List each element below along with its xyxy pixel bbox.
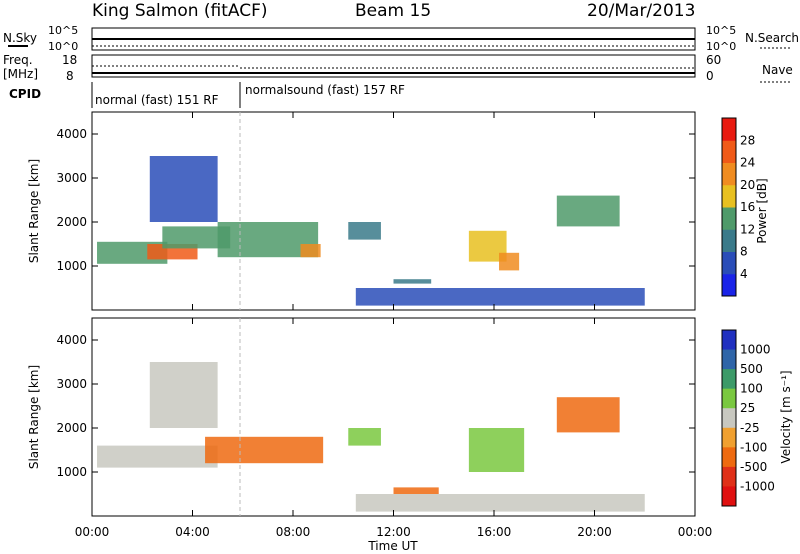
velocity-colorbar-swatch xyxy=(722,447,736,468)
velocity-colorbar-frame xyxy=(721,329,737,507)
power-data-region xyxy=(556,195,620,227)
power-colorbar-swatch xyxy=(722,184,736,208)
xtick-label: 12:00 xyxy=(376,525,411,539)
power-colorbar-tick: 16 xyxy=(740,200,755,214)
velocity-ytick-label: 2000 xyxy=(56,421,87,435)
power-ytick-label: 2000 xyxy=(56,215,87,229)
power-colorbar-tick: 4 xyxy=(740,267,748,281)
velocity-colorbar-tick: 1000 xyxy=(740,343,771,357)
power-colorbar-frame xyxy=(721,117,737,297)
velocity-colorbar-swatch xyxy=(722,349,736,370)
power-data-region xyxy=(393,279,432,284)
cpid-segment-1: normal (fast) 151 RF xyxy=(95,93,219,107)
power-ytick-label: 1000 xyxy=(56,259,87,273)
power-data-region xyxy=(149,156,218,222)
nsky-tick-bottom: 10^0 xyxy=(48,40,78,53)
power-colorbar-swatch xyxy=(722,140,736,163)
power-data-region xyxy=(499,252,520,271)
power-colorbar-swatch xyxy=(722,162,736,186)
power-colorbar-tick: 20 xyxy=(740,178,755,192)
nsky-tick-top: 10^5 xyxy=(48,24,78,37)
power-data-region xyxy=(300,244,321,258)
nsearch-tick-bottom: 10^0 xyxy=(706,40,736,53)
freq-label: Freq. xyxy=(3,53,33,67)
power-colorbar-tick: 28 xyxy=(740,133,755,147)
velocity-colorbar-label: Velocity [m s⁻¹] xyxy=(779,370,793,463)
velocity-data-region xyxy=(556,397,620,433)
xtick-label: 00:00 xyxy=(75,525,110,539)
velocity-ytick-label: 4000 xyxy=(56,333,87,347)
power-colorbar-swatch xyxy=(722,229,736,252)
power-colorbar-tick: 12 xyxy=(740,222,755,236)
freq-tick-bottom: 8 xyxy=(66,69,74,83)
cpid-label: CPID xyxy=(9,87,41,101)
nave-tick-top: 60 xyxy=(706,53,721,67)
power-ylabel: Slant Range [km] xyxy=(27,159,41,263)
velocity-colorbar-tick: 500 xyxy=(740,362,763,376)
velocity-data-region xyxy=(355,494,645,512)
xtick-label: 16:00 xyxy=(477,525,512,539)
velocity-colorbar-tick: -500 xyxy=(740,460,767,474)
velocity-data-region xyxy=(205,436,324,464)
power-colorbar-swatch xyxy=(722,118,736,141)
power-data-region xyxy=(355,288,645,306)
power-data-region xyxy=(348,222,381,240)
cpid-segment-2: normalsound (fast) 157 RF xyxy=(245,83,405,97)
velocity-data-region xyxy=(348,428,381,446)
power-colorbar-tick: 8 xyxy=(740,245,748,259)
velocity-colorbar-tick: 100 xyxy=(740,382,763,396)
nsearch-label: N.Search xyxy=(745,31,799,45)
nave-label: Nave xyxy=(762,63,793,77)
date-title: 20/Mar/2013 xyxy=(587,1,695,21)
velocity-ytick-label: 3000 xyxy=(56,377,87,391)
velocity-colorbar-swatch xyxy=(722,330,736,351)
velocity-data-region xyxy=(393,487,439,494)
power-colorbar-swatch xyxy=(722,273,736,297)
nsky-label: N.Sky xyxy=(3,31,37,45)
xtick-label: 00:00 xyxy=(678,525,713,539)
power-ytick-label: 3000 xyxy=(56,171,87,185)
freq-tick-top: 18 xyxy=(62,53,77,67)
velocity-colorbar-tick: -100 xyxy=(740,440,767,454)
power-ytick-label: 4000 xyxy=(56,127,87,141)
velocity-colorbar-swatch xyxy=(722,466,736,487)
freq-unit: [MHz] xyxy=(3,67,38,81)
xtick-label: 20:00 xyxy=(577,525,612,539)
velocity-colorbar-tick: -1000 xyxy=(740,479,775,493)
velocity-data-region xyxy=(97,445,218,468)
velocity-colorbar-tick: -25 xyxy=(740,421,760,435)
velocity-colorbar-swatch xyxy=(722,486,736,507)
xtick-label: 04:00 xyxy=(175,525,210,539)
power-colorbar-tick: 24 xyxy=(740,156,755,170)
velocity-ytick-label: 1000 xyxy=(56,465,87,479)
power-colorbar-swatch xyxy=(722,251,736,275)
velocity-data-region xyxy=(468,428,525,472)
site-title: King Salmon (fitACF) xyxy=(92,1,268,21)
velocity-ylabel: Slant Range [km] xyxy=(27,365,41,469)
x-axis-label: Time UT xyxy=(367,539,418,553)
velocity-colorbar-swatch xyxy=(722,369,736,390)
beam-title: Beam 15 xyxy=(355,1,431,21)
velocity-colorbar-swatch xyxy=(722,388,736,409)
nave-tick-bottom: 0 xyxy=(706,69,714,83)
velocity-data-region xyxy=(149,362,218,428)
power-colorbar-swatch xyxy=(722,207,736,230)
xtick-label: 08:00 xyxy=(276,525,311,539)
velocity-colorbar-swatch xyxy=(722,408,736,429)
velocity-colorbar-swatch xyxy=(722,427,736,448)
power-data-region xyxy=(162,226,231,249)
velocity-colorbar-tick: 25 xyxy=(740,401,755,415)
power-colorbar-label: Power [dB] xyxy=(755,178,769,243)
nsearch-tick-top: 10^5 xyxy=(706,24,736,37)
